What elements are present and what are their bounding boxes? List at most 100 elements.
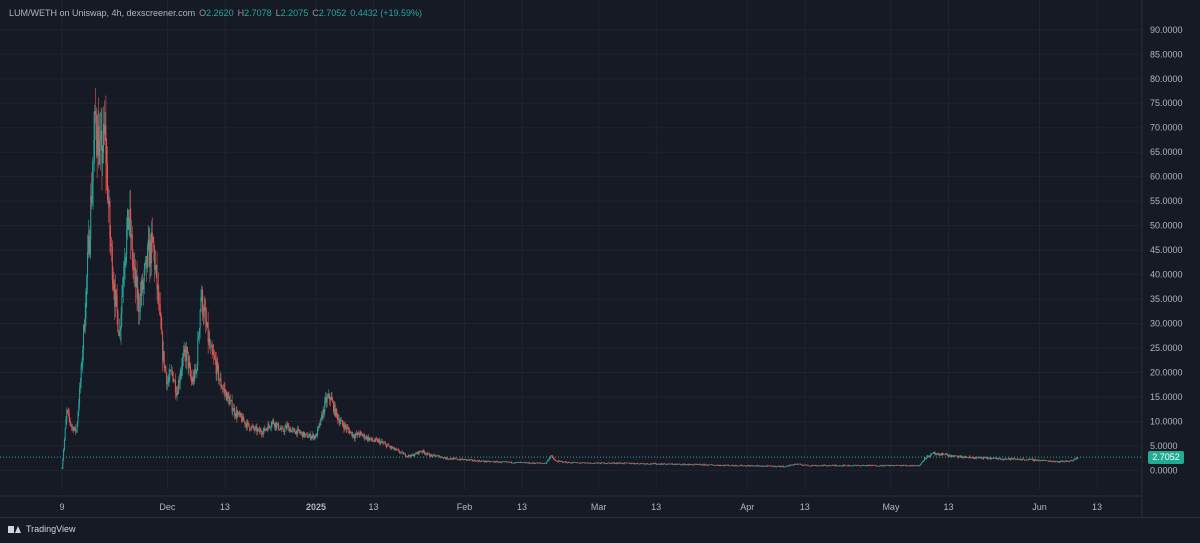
candle-body bbox=[295, 430, 297, 434]
candle-body bbox=[455, 458, 457, 460]
price-chart[interactable]: 90.000085.000080.000075.000070.000065.00… bbox=[0, 0, 1200, 517]
candle-body bbox=[530, 462, 532, 464]
candle-body bbox=[342, 423, 344, 426]
candle-body bbox=[77, 413, 79, 424]
candle-body bbox=[554, 459, 556, 461]
candle-body bbox=[556, 461, 558, 462]
candle-body bbox=[857, 465, 859, 466]
candle-body bbox=[394, 449, 396, 451]
candle-body bbox=[608, 462, 610, 464]
candle-body bbox=[297, 428, 299, 430]
candle-body bbox=[1036, 459, 1038, 461]
candle-body bbox=[695, 464, 697, 465]
candle-body bbox=[939, 454, 941, 456]
candle-body bbox=[190, 376, 192, 382]
candle-body bbox=[646, 463, 648, 464]
candle-body bbox=[239, 413, 241, 415]
candle-body bbox=[1008, 458, 1010, 459]
candle-body bbox=[372, 440, 374, 442]
candle-body bbox=[364, 438, 366, 439]
candle-body bbox=[326, 397, 328, 403]
current-price-badge: 2.7052 bbox=[1148, 451, 1184, 465]
candle-body bbox=[257, 429, 259, 433]
candle-body bbox=[888, 465, 890, 466]
candle-body bbox=[108, 201, 110, 203]
candle-body bbox=[664, 463, 666, 465]
candle-body bbox=[143, 269, 145, 282]
candle-body bbox=[642, 463, 644, 465]
candle-body bbox=[261, 434, 263, 435]
candle-body bbox=[931, 453, 933, 455]
tradingview-logo[interactable]: TradingView bbox=[8, 524, 76, 534]
y-tick-label: 90.0000 bbox=[1150, 25, 1183, 35]
candle-body bbox=[283, 431, 285, 432]
candle-body bbox=[206, 322, 208, 327]
candle-body bbox=[497, 462, 499, 463]
candle-body bbox=[638, 463, 640, 465]
candle-body bbox=[592, 463, 594, 464]
candle-body bbox=[770, 465, 772, 467]
candle-body bbox=[436, 455, 438, 457]
candle-body bbox=[912, 465, 914, 466]
candle-body bbox=[846, 465, 848, 467]
candle-body bbox=[921, 461, 923, 464]
candle-body bbox=[639, 463, 641, 465]
candle-body bbox=[993, 457, 995, 459]
candle-body bbox=[868, 464, 870, 466]
candle-body bbox=[751, 465, 753, 467]
candle-body bbox=[162, 333, 164, 361]
candle-body bbox=[210, 347, 212, 348]
candle-body bbox=[529, 463, 531, 465]
candle-body bbox=[432, 454, 434, 457]
candle-body bbox=[199, 310, 201, 329]
candle-body bbox=[561, 461, 563, 462]
candle-body bbox=[749, 465, 751, 467]
candle-body bbox=[87, 235, 89, 253]
candle-body bbox=[391, 446, 393, 449]
candle-body bbox=[414, 453, 416, 456]
candle-body bbox=[609, 462, 611, 464]
y-tick-label: 5.0000 bbox=[1150, 441, 1178, 451]
candle-body bbox=[400, 452, 402, 453]
candle-body bbox=[1046, 460, 1048, 461]
candle-body bbox=[733, 465, 735, 467]
candle-body bbox=[461, 458, 463, 460]
candle-body bbox=[244, 421, 246, 425]
time-axis[interactable]: 9 Dec 13 2025 13 Feb 13 Mar 13 Apr 13 May 13 Jun 13 bbox=[59, 502, 1102, 512]
candle-body bbox=[431, 454, 433, 456]
candle-body bbox=[204, 307, 206, 310]
price-axis[interactable]: 90.0000 85.0000 80.0000 75.0000 70.0000 65.00… bbox=[1150, 25, 1183, 476]
candle-body bbox=[122, 284, 124, 297]
candle-body bbox=[671, 463, 673, 465]
candle-body bbox=[614, 462, 616, 464]
candle-body bbox=[725, 464, 727, 466]
candle-body bbox=[841, 465, 843, 466]
candle-body bbox=[847, 465, 849, 466]
chart-legend: LUM/WETH on Uniswap, 4h, dexscreener.com… bbox=[9, 8, 422, 18]
candle-body bbox=[1047, 460, 1049, 462]
candle-body bbox=[389, 446, 391, 448]
candle-body bbox=[363, 434, 365, 436]
candle-body bbox=[641, 463, 643, 464]
candle-body bbox=[1046, 460, 1048, 462]
candle-body bbox=[340, 420, 342, 423]
candle-body bbox=[948, 455, 950, 457]
candle-body bbox=[1063, 461, 1065, 462]
candle-body bbox=[230, 400, 232, 401]
candle-body bbox=[300, 432, 302, 434]
candle-body bbox=[305, 433, 307, 435]
candle-body bbox=[1061, 460, 1063, 462]
candle-body bbox=[452, 458, 454, 460]
candle-body bbox=[1031, 458, 1033, 460]
candle-body bbox=[332, 399, 334, 402]
candle-body bbox=[1053, 461, 1055, 462]
candle-body bbox=[970, 457, 972, 458]
candle-body bbox=[456, 458, 458, 460]
candle-body bbox=[842, 465, 844, 467]
candle-body bbox=[526, 462, 528, 464]
candle-body bbox=[398, 450, 400, 453]
candle-body bbox=[890, 464, 892, 466]
x-tick-label: May bbox=[882, 502, 900, 512]
candle-body bbox=[559, 460, 561, 462]
